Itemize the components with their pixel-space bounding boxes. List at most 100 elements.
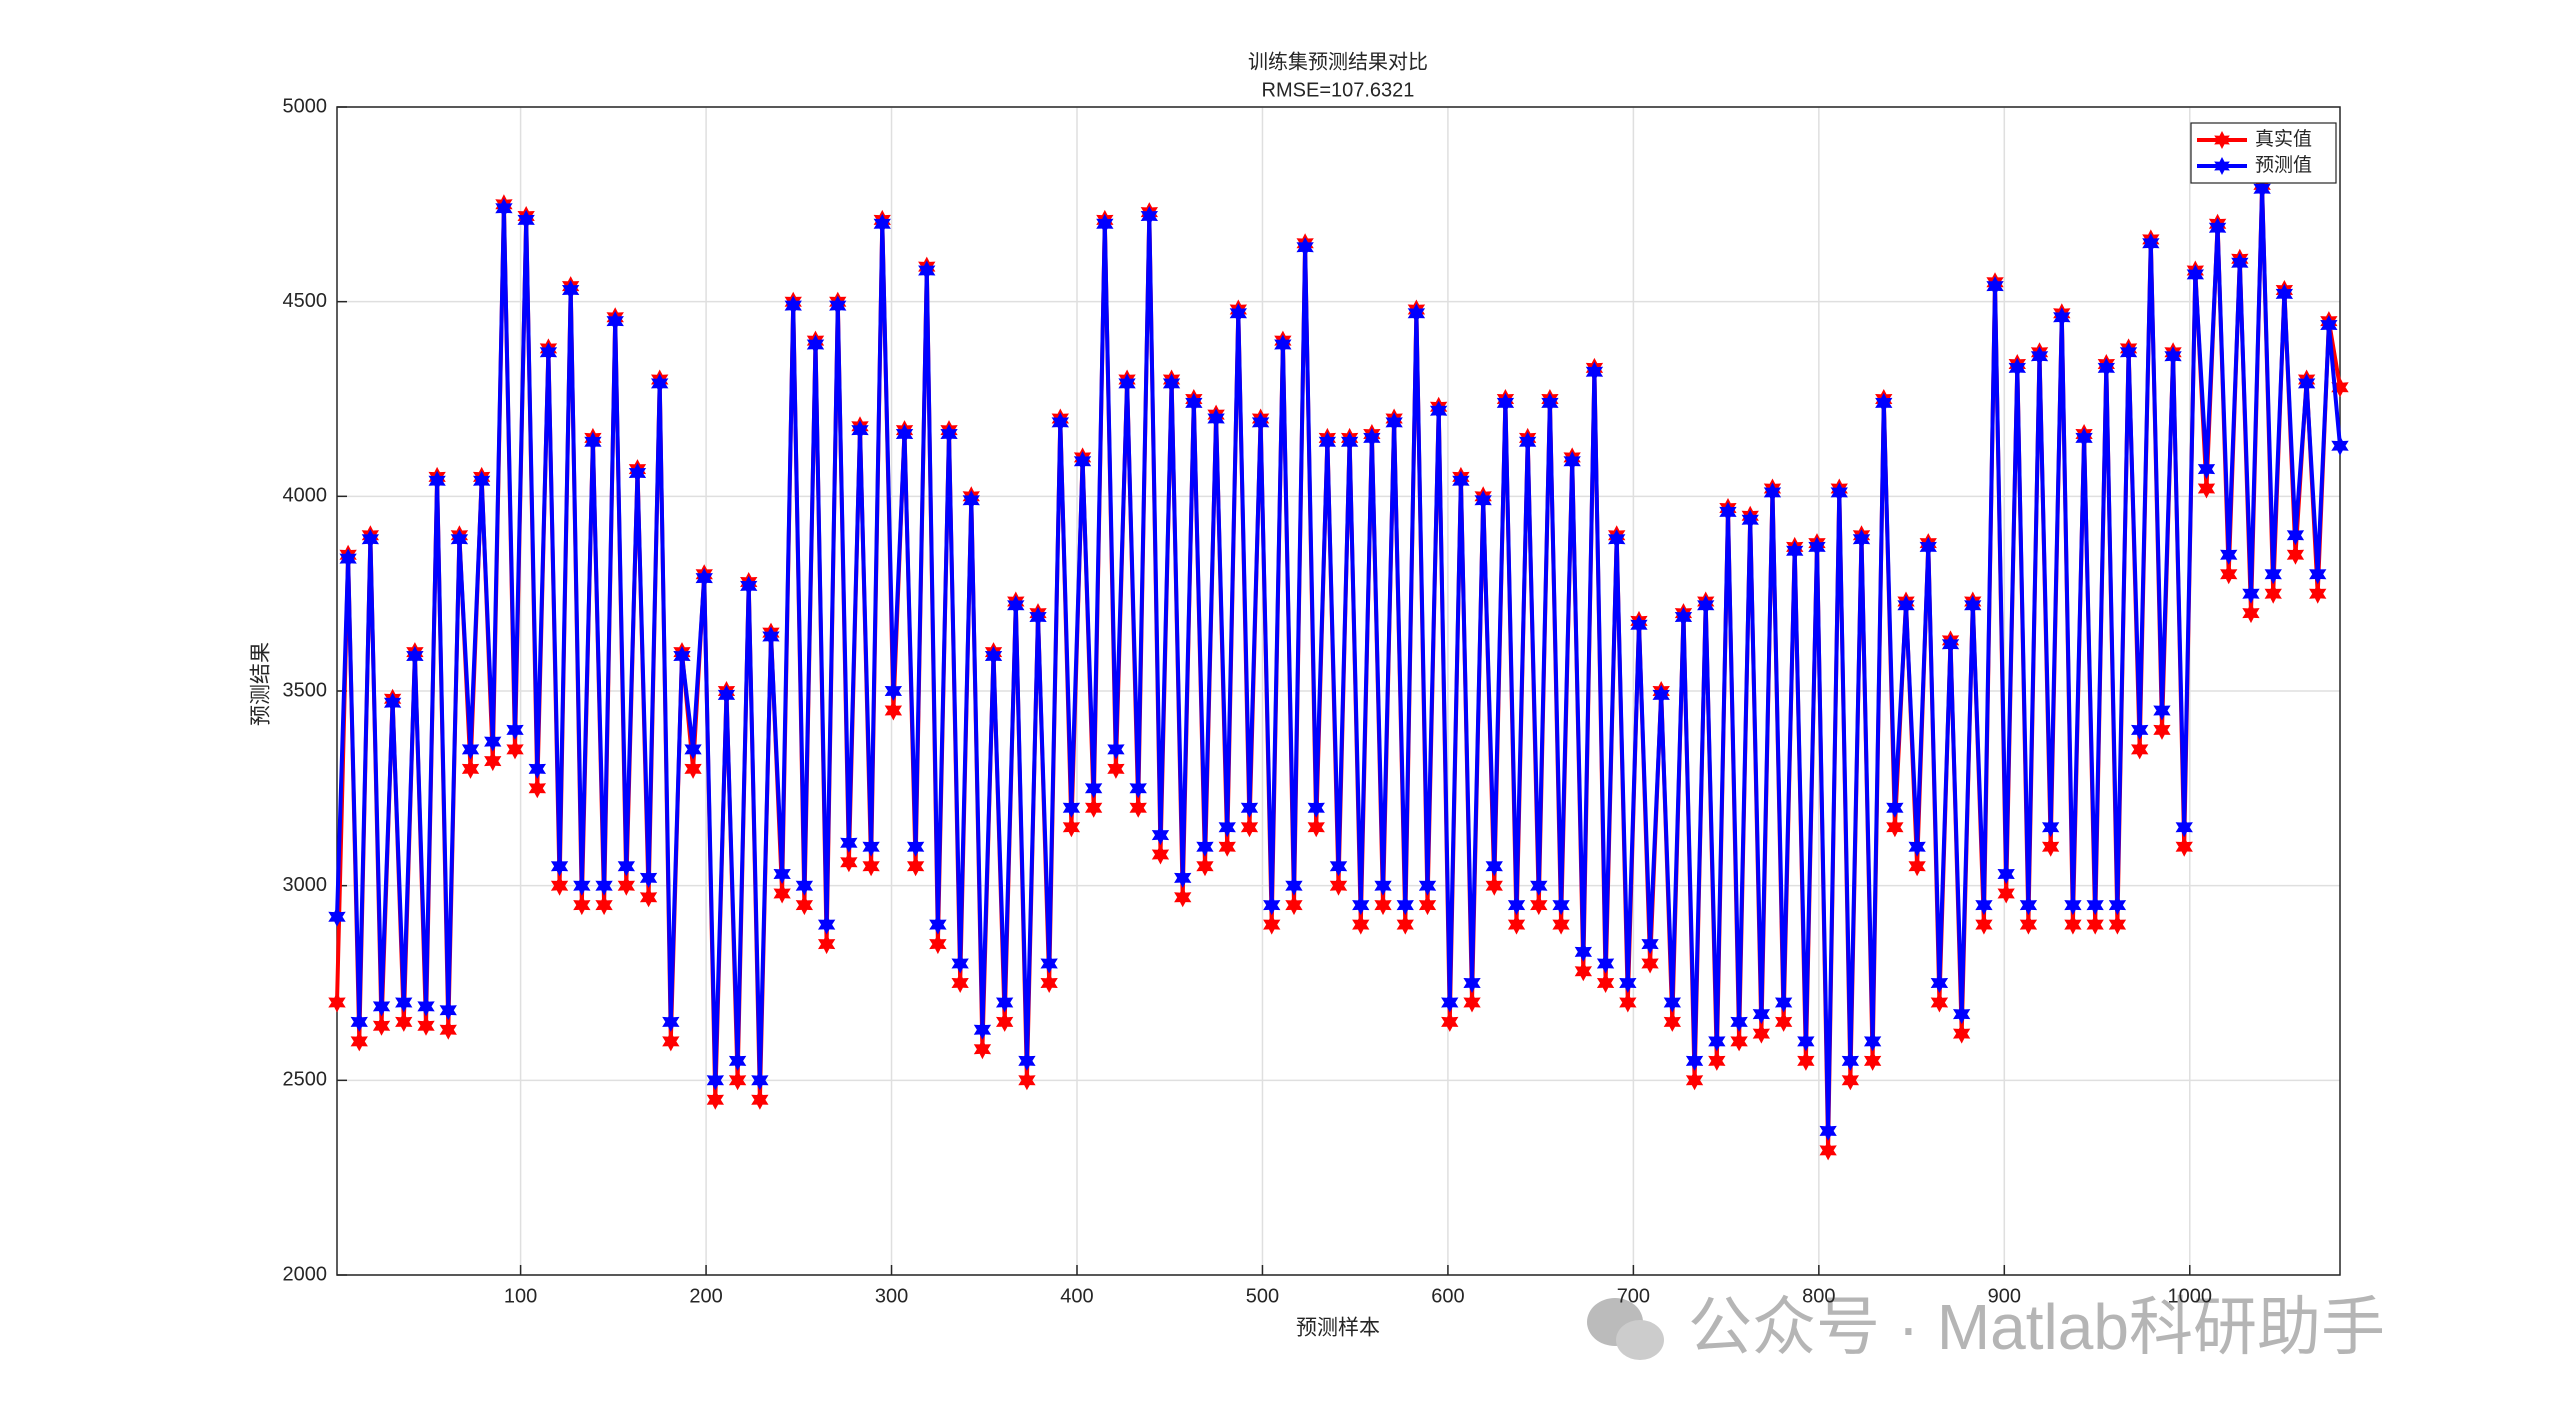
marker [461, 758, 480, 779]
marker [1174, 887, 1192, 908]
marker [628, 463, 647, 483]
marker [1975, 914, 1993, 935]
marker [762, 626, 780, 647]
marker [1118, 373, 1136, 394]
marker [573, 875, 591, 896]
marker [1285, 895, 1303, 916]
marker [1251, 412, 1270, 433]
y-axis-label: 预测结果 [250, 642, 273, 726]
marker [2108, 914, 2127, 935]
marker [1630, 614, 1648, 635]
marker [951, 973, 969, 993]
marker [1374, 895, 1392, 916]
marker [528, 778, 546, 799]
marker [1808, 536, 1826, 557]
marker [1463, 973, 1481, 993]
marker [1708, 1050, 1726, 1071]
x-tick-label: 100 [504, 1285, 537, 1307]
marker [639, 867, 658, 888]
marker [1585, 361, 1604, 382]
marker [2086, 914, 2104, 935]
marker [1886, 797, 1904, 818]
marker [1986, 276, 2004, 297]
marker [617, 875, 635, 896]
marker [2286, 525, 2305, 546]
marker [1018, 1070, 1036, 1091]
marker [2075, 427, 2093, 448]
marker [862, 856, 880, 877]
marker [1240, 797, 1259, 818]
x-tick-label: 600 [1431, 1285, 1464, 1307]
marker [606, 311, 624, 332]
marker [2197, 459, 2216, 480]
marker [1708, 1031, 1726, 1052]
marker [350, 1011, 368, 1032]
marker [1619, 992, 1637, 1013]
marker [473, 470, 491, 491]
marker [639, 887, 658, 908]
marker [1730, 1031, 1748, 1052]
marker [1174, 867, 1192, 888]
marker [2164, 346, 2182, 367]
marker [1697, 595, 1715, 616]
marker [350, 1031, 368, 1052]
marker [1730, 1011, 1748, 1032]
marker [1719, 501, 1737, 522]
marker [328, 992, 346, 1013]
marker [918, 260, 936, 281]
x-tick-label: 400 [1060, 1285, 1093, 1307]
marker [818, 914, 836, 935]
x-tick-label: 300 [875, 1285, 908, 1307]
x-tick-label: 200 [689, 1285, 722, 1307]
marker [1062, 797, 1081, 818]
marker [1674, 607, 1693, 627]
marker [1162, 373, 1181, 394]
marker [1307, 797, 1325, 818]
marker [1841, 1050, 1859, 1071]
marker [1485, 875, 1503, 896]
marker [728, 1050, 747, 1071]
marker [1574, 941, 1592, 962]
marker [940, 424, 958, 444]
y-tick-label: 2500 [283, 1069, 328, 1091]
marker [506, 739, 524, 760]
marker [1841, 1070, 1859, 1091]
marker [1363, 427, 1381, 448]
marker [706, 1089, 724, 1110]
marker [1318, 431, 1336, 452]
marker [973, 1039, 992, 1060]
marker [1930, 973, 1949, 993]
legend-marker [2214, 131, 2230, 149]
marker [2208, 217, 2227, 238]
marker [1496, 392, 1515, 413]
marker [1964, 595, 1982, 616]
marker [1196, 836, 1214, 857]
marker [1140, 206, 1158, 226]
marker [2042, 817, 2060, 838]
marker [1519, 431, 1537, 452]
marker [1062, 817, 1081, 838]
marker [1341, 431, 1359, 452]
marker [1864, 1031, 1882, 1052]
marker [1819, 1140, 1837, 1161]
marker [461, 739, 480, 760]
marker [1285, 875, 1303, 896]
marker [2131, 739, 2149, 760]
marker [1240, 817, 1259, 838]
marker [484, 751, 502, 772]
marker [717, 684, 736, 705]
marker [2086, 895, 2104, 916]
marker [806, 334, 825, 355]
marker [1018, 1050, 1036, 1071]
marker [1864, 1050, 1882, 1071]
marker [1185, 392, 1203, 413]
marker [962, 490, 980, 511]
marker [2242, 583, 2260, 604]
marker [1407, 303, 1426, 324]
marker [907, 836, 925, 857]
marker [417, 996, 435, 1017]
marker [484, 731, 502, 752]
marker [1997, 883, 2015, 904]
